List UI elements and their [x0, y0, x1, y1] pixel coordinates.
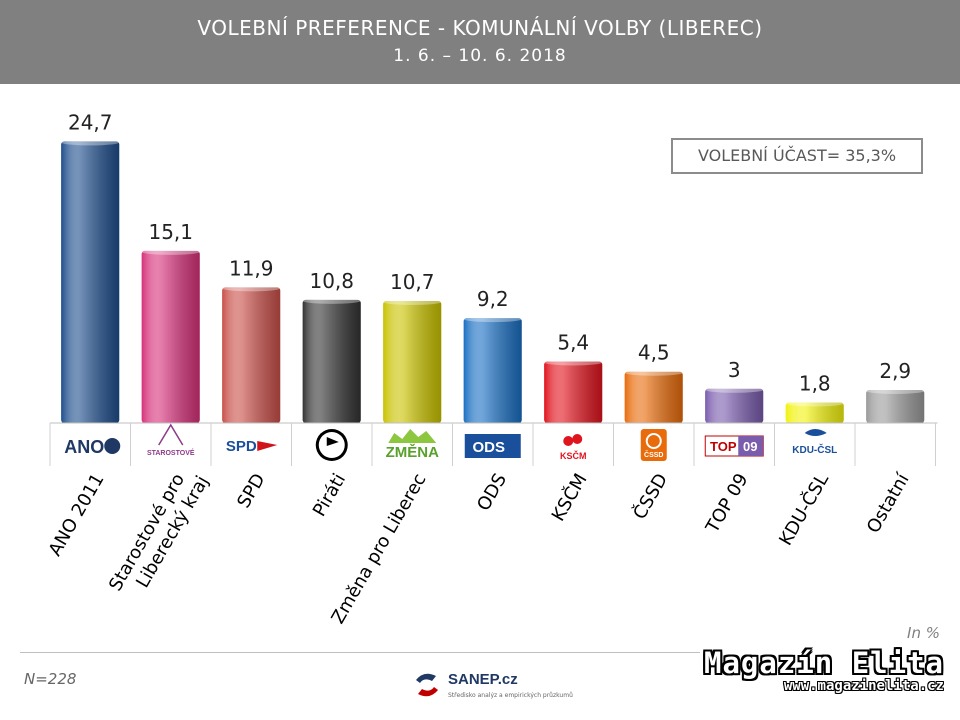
- value-label-8: 4,5: [638, 341, 670, 365]
- value-label-5: 10,7: [390, 270, 435, 294]
- chart-subtitle: 1. 6. – 10. 6. 2018: [393, 46, 567, 66]
- sanep-tagline: Středisko analýz a empirických průzkumů: [448, 692, 573, 699]
- turnout-box: VOLEBNÍ ÚČAST= 35,3%: [671, 138, 923, 174]
- value-label-7: 5,4: [557, 330, 589, 354]
- bar-cap-1: [61, 139, 120, 146]
- party-logo-7: KSČM: [560, 434, 587, 461]
- party-logo-5: ZMĚNA: [386, 429, 439, 461]
- category-label-7: KSČM: [547, 470, 592, 525]
- sanep-logo: SANEP.cz Středisko analýz a empirických …: [412, 668, 573, 712]
- unit-label: In %: [907, 624, 940, 642]
- bar-cap-5: [383, 299, 442, 306]
- category-label-9: TOP 09: [702, 470, 753, 537]
- svg-text:ZMĚNA: ZMĚNA: [386, 443, 439, 461]
- bar-shade-8: [624, 371, 683, 423]
- svg-text:KSČM: KSČM: [560, 450, 587, 461]
- watermark-url: www.magazinelita.cz: [783, 678, 944, 694]
- party-logo-2: STAROSTOVÉ: [147, 423, 195, 457]
- party-logo-9: TOP 09: [704, 435, 764, 457]
- category-label-6: ODS: [473, 470, 511, 515]
- party-logo-4: [315, 429, 348, 461]
- watermark: Magazín Elita www.magazinelita.cz: [704, 646, 944, 694]
- sample-size: N=228: [24, 670, 77, 688]
- bar-shade-2: [141, 250, 200, 423]
- bar-shade-1: [61, 141, 120, 424]
- bar-cap-8: [624, 369, 683, 376]
- svg-text:ČSSD: ČSSD: [644, 450, 663, 459]
- bar-shade-4: [302, 299, 361, 423]
- footer-divider: [20, 652, 700, 653]
- svg-text:09: 09: [743, 439, 757, 454]
- category-label-2: Starostové proLiberecký kraj: [105, 461, 213, 605]
- svg-text:TOP: TOP: [710, 439, 737, 454]
- bar-shade-10: [785, 402, 844, 423]
- svg-text:ODS: ODS: [472, 439, 505, 456]
- bar-cap-11: [866, 387, 925, 394]
- category-label-8: ČSSD: [628, 470, 672, 524]
- bar-shade-9: [705, 388, 764, 423]
- party-logo-10: KDU-ČSL: [792, 429, 837, 456]
- value-label-10: 1,8: [799, 371, 831, 395]
- bar-cap-7: [544, 359, 603, 366]
- category-label-5: Změna pro Liberec: [328, 470, 431, 628]
- bar-shade-5: [383, 301, 442, 423]
- value-label-4: 10,8: [309, 269, 354, 293]
- category-label-1: ANO 2011: [45, 470, 109, 560]
- category-label-4: Piráti: [309, 470, 350, 520]
- value-label-3: 11,9: [229, 256, 274, 280]
- svg-text:KDU-ČSL: KDU-ČSL: [792, 443, 837, 456]
- value-label-11: 2,9: [879, 359, 911, 383]
- sanep-name: SANEP.cz: [448, 671, 518, 688]
- cherry-icon: [563, 436, 574, 446]
- party-logo-1: ANO: [64, 437, 121, 457]
- svg-text:ANO: ANO: [64, 437, 104, 457]
- svg-text:STAROSTOVÉ: STAROSTOVÉ: [147, 448, 195, 457]
- bar-cap-4: [302, 297, 361, 304]
- category-label-11: Ostatní: [863, 469, 914, 537]
- bar-cap-6: [463, 316, 522, 323]
- category-label-3: SPD: [233, 470, 269, 512]
- svg-text:SPD: SPD: [226, 438, 257, 455]
- value-label-2: 15,1: [148, 220, 193, 244]
- bar-shade-11: [866, 389, 925, 423]
- bar-cap-3: [222, 285, 281, 292]
- chart-title: VOLEBNÍ PREFERENCE - KOMUNÁLNÍ VOLBY (LI…: [197, 16, 763, 40]
- sanep-mark-icon: [416, 673, 438, 697]
- party-logo-3: SPD: [226, 438, 278, 455]
- category-label-10: KDU-ČSL: [774, 470, 833, 550]
- value-label-6: 9,2: [477, 287, 509, 311]
- bar-shade-6: [463, 318, 522, 423]
- bar-cap-10: [785, 400, 844, 407]
- value-label-1: 24,7: [68, 110, 113, 134]
- bar-cap-9: [705, 386, 764, 393]
- bar-shade-3: [222, 287, 281, 423]
- chart-header: VOLEBNÍ PREFERENCE - KOMUNÁLNÍ VOLBY (LI…: [0, 0, 960, 84]
- watermark-title: Magazín Elita: [704, 646, 944, 680]
- bar-cap-2: [141, 248, 200, 255]
- value-label-9: 3: [728, 358, 741, 382]
- party-logo-6: ODS: [464, 434, 521, 458]
- party-logo-8: ČSSD: [640, 429, 667, 461]
- bar-shade-7: [544, 361, 603, 423]
